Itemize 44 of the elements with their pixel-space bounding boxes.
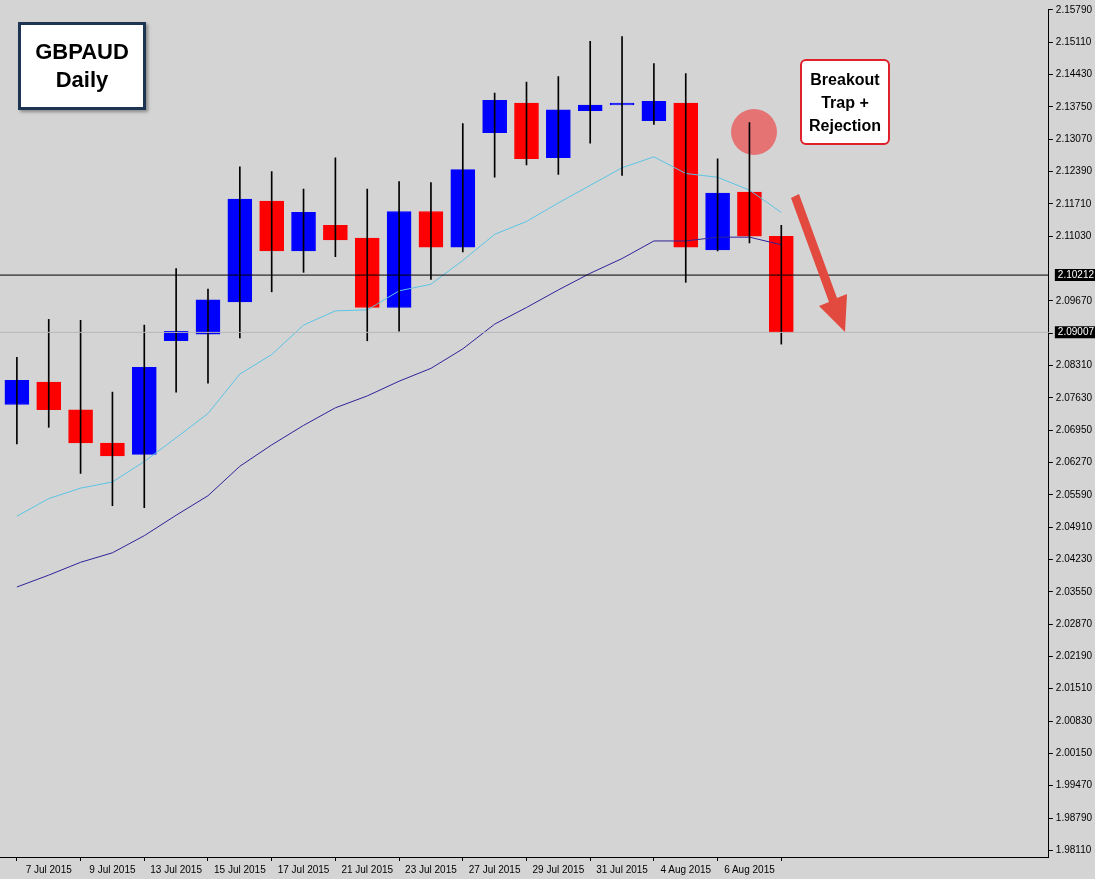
x-tick-label: 29 Jul 2015: [532, 863, 585, 875]
text: GBPAUD Daily: [18, 22, 146, 110]
y-tick-label: 2.04910: [1055, 520, 1093, 532]
y-tick-label: 2.03550: [1055, 585, 1093, 597]
text: Breakout Trap + Rejection: [800, 59, 890, 145]
y-tick-label: 2.06950: [1055, 423, 1093, 435]
y-tick-label: 1.99470: [1055, 779, 1093, 791]
ref-line-label: 2.10212: [1057, 268, 1095, 280]
y-tick-label: 2.07630: [1055, 391, 1093, 403]
x-tick-label: 13 Jul 2015: [150, 863, 203, 875]
x-tick-label: 9 Jul 2015: [89, 863, 136, 875]
y-tick-label: 2.01510: [1055, 682, 1093, 694]
candlestick: [450, 123, 476, 253]
y-tick-label: 2.13070: [1055, 132, 1093, 144]
candlestick: [36, 319, 62, 428]
y-tick-label: 2.15790: [1055, 3, 1093, 15]
candlestick: [131, 324, 157, 508]
x-tick-label: 21 Jul 2015: [341, 863, 394, 875]
y-tick-label: 1.98110: [1055, 844, 1092, 856]
y-tick-label: 2.14430: [1055, 68, 1093, 80]
x-tick-label: 15 Jul 2015: [213, 863, 267, 875]
y-tick-label: 2.08310: [1055, 359, 1093, 371]
ref-line-label: 2.09007: [1057, 326, 1095, 338]
x-tick-label: 31 Jul 2015: [596, 863, 649, 875]
x-tick-label: 23 Jul 2015: [405, 863, 458, 875]
y-tick-label: 2.12390: [1055, 165, 1093, 177]
y-tick-label: 2.11710: [1055, 197, 1092, 209]
y-tick-label: 2.05590: [1055, 488, 1093, 500]
y-tick-label: 2.06270: [1055, 456, 1093, 468]
y-tick-label: 2.00830: [1055, 714, 1093, 726]
y-tick-label: 2.11030: [1055, 229, 1092, 241]
y-tick-label: 2.02190: [1055, 650, 1093, 662]
y-tick-label: 2.13750: [1055, 100, 1093, 112]
y-tick-label: 2.04230: [1055, 553, 1093, 565]
x-tick-label: 6 Aug 2015: [724, 863, 776, 875]
x-tick-label: 17 Jul 2015: [277, 863, 330, 875]
x-tick-label: 7 Jul 2015: [25, 863, 73, 875]
y-tick-label: 2.09670: [1055, 294, 1093, 306]
x-tick-label: 4 Aug 2015: [660, 863, 712, 875]
y-tick-label: 2.00150: [1055, 747, 1093, 759]
y-tick-label: 2.15110: [1055, 36, 1092, 48]
x-tick-label: 27 Jul 2015: [468, 863, 521, 875]
y-tick-label: 1.98790: [1055, 811, 1093, 823]
y-tick-label: 2.02870: [1055, 617, 1093, 629]
